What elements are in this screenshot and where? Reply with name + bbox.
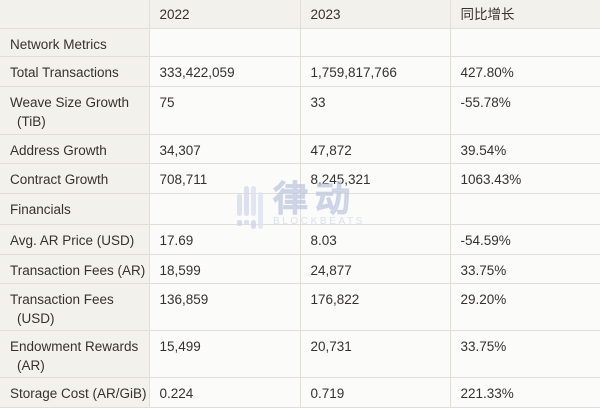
cell-2022: 34,307	[148, 133, 301, 164]
table-row-avg-ar-price: Avg. AR Price (USD) 17.69 8.03 -54.59%	[0, 223, 600, 255]
table-row-network-metrics: Network Metrics	[0, 27, 600, 57]
cell-2022: 136,859	[148, 282, 301, 331]
row-label: Address Growth	[0, 133, 150, 164]
cell-yoy: 29.20%	[449, 282, 600, 331]
table-row-endowment-rewards: Endowment Rewards (AR) 15,499 20,731 33.7…	[0, 329, 600, 378]
cell-2023: 47,872	[299, 133, 451, 164]
cell-2023	[299, 192, 451, 225]
table-row-transaction-fees-usd: Transaction Fees (USD) 136,859 176,822 29…	[0, 282, 600, 331]
cell-yoy: 221.33%	[449, 376, 600, 408]
cell-2022: 18,599	[148, 253, 301, 284]
row-label: Storage Cost (AR/GiB)	[0, 376, 150, 408]
table-header-row: 2022 2023 同比增长	[0, 0, 600, 29]
cell-yoy	[449, 192, 600, 225]
cell-2023: 33	[299, 85, 451, 135]
cell-2022: 0.224	[148, 376, 301, 408]
cell-yoy: 33.75%	[449, 329, 600, 378]
header-cell-2023: 2023	[299, 0, 451, 29]
table-row-total-transactions: Total Transactions 333,422,059 1,759,817…	[0, 55, 600, 87]
cell-2023: 1,759,817,766	[299, 55, 451, 87]
row-label-section: Financials	[0, 192, 150, 225]
cell-yoy: 1063.43%	[449, 162, 600, 194]
table-row-contract-growth: Contract Growth 708,711 8,245,321 1063.4…	[0, 162, 600, 194]
cell-2023: 20,731	[299, 329, 451, 378]
cell-yoy: 39.54%	[449, 133, 600, 164]
header-cell-empty	[0, 0, 150, 29]
row-label: Weave Size Growth (TiB)	[0, 85, 150, 135]
table-row-transaction-fees-ar: Transaction Fees (AR) 18,599 24,877 33.7…	[0, 253, 600, 284]
row-label-section: Network Metrics	[0, 27, 150, 57]
cell-2022: 333,422,059	[148, 55, 301, 87]
table-row-financials: Financials	[0, 192, 600, 225]
cell-2022: 708,711	[148, 162, 301, 194]
cell-2023	[299, 27, 451, 57]
row-label: Contract Growth	[0, 162, 150, 194]
cell-2023: 0.719	[299, 376, 451, 408]
cell-2022	[148, 27, 301, 57]
cell-yoy: 33.75%	[449, 253, 600, 284]
cell-2023: 176,822	[299, 282, 451, 331]
cell-2023: 8.03	[299, 223, 451, 255]
cell-2022	[148, 192, 301, 225]
header-cell-yoy-growth: 同比增长	[449, 0, 600, 29]
header-cell-2022: 2022	[148, 0, 301, 29]
cell-2022: 75	[148, 85, 301, 135]
cell-yoy: -55.78%	[449, 85, 600, 135]
cell-2022: 17.69	[148, 223, 301, 255]
table-row-address-growth: Address Growth 34,307 47,872 39.54%	[0, 133, 600, 164]
row-label: Transaction Fees (AR)	[0, 253, 150, 284]
row-label: Total Transactions	[0, 55, 150, 87]
cell-2023: 8,245,321	[299, 162, 451, 194]
cell-yoy: 427.80%	[449, 55, 600, 87]
cell-2023: 24,877	[299, 253, 451, 284]
row-label: Endowment Rewards (AR)	[0, 329, 150, 378]
table-row-storage-cost: Storage Cost (AR/GiB) 0.224 0.719 221.33…	[0, 376, 600, 408]
row-label: Transaction Fees (USD)	[0, 282, 150, 331]
table-row-weave-size-growth: Weave Size Growth (TiB) 75 33 -55.78%	[0, 85, 600, 135]
cell-yoy: -54.59%	[449, 223, 600, 255]
cell-2022: 15,499	[148, 329, 301, 378]
row-label: Avg. AR Price (USD)	[0, 223, 150, 255]
cell-yoy	[449, 27, 600, 57]
